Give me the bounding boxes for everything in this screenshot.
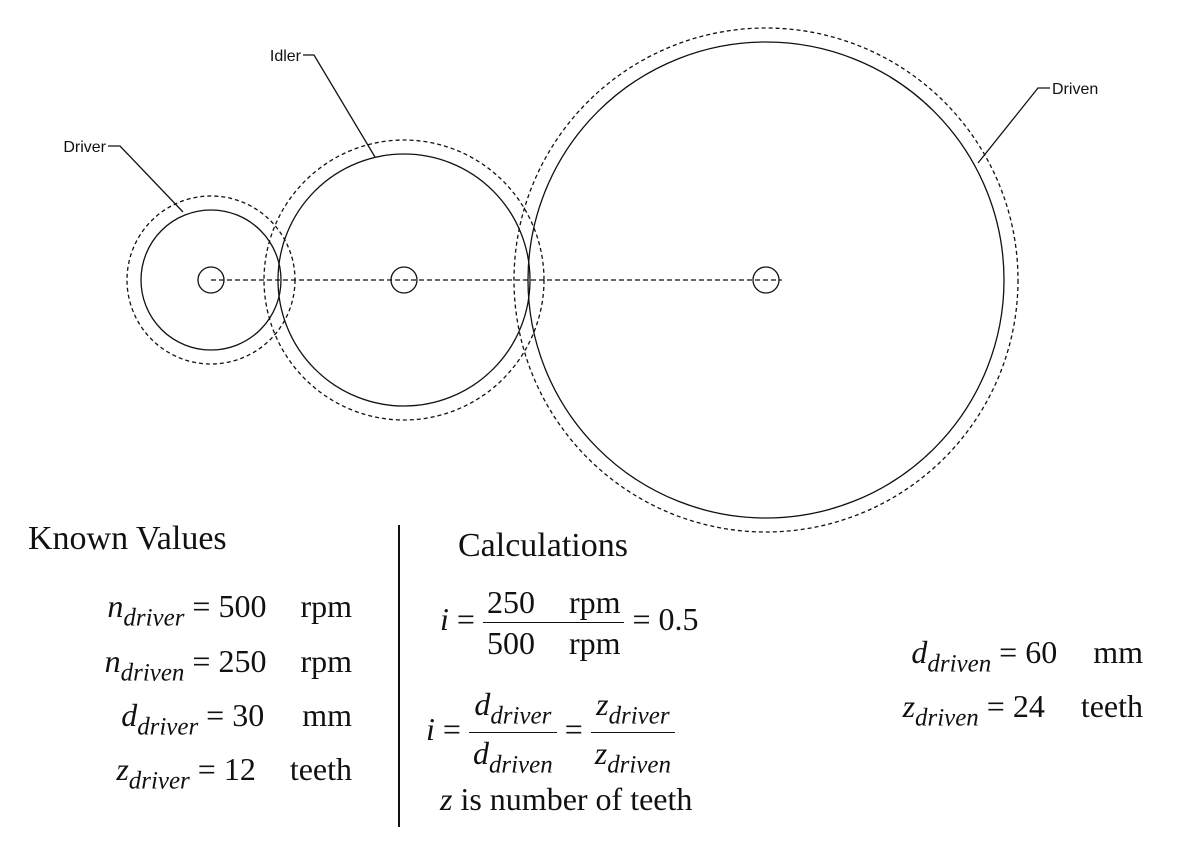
subscript: driver [608,702,670,730]
section-divider [398,525,400,827]
known-values-heading: Known Values [28,520,227,557]
value: 30 [232,697,265,733]
equals: = [564,710,591,747]
var: d [121,697,138,733]
result-z-driven: zdriven = 24 teeth [903,688,1143,733]
unit: rpm [300,643,352,679]
diameter-numerator: ddriver [468,684,557,733]
ratio-geometry-equation: i = ddriver ddriven = zdriver zdriven [426,684,675,781]
ratio-symbol: i [440,600,449,637]
driven-leader [977,87,1050,164]
unit: mm [1093,634,1143,670]
value: 12 [223,751,256,787]
note-text: is number of teeth [460,781,693,817]
driver-leader [108,145,184,213]
calculations-heading: Calculations [458,527,628,564]
equals: = [192,588,219,624]
equals: = [206,697,233,733]
value: 500 [486,625,535,661]
subscript: driver [137,713,199,741]
known-row-z-driver: zdriver = 12 teeth [116,751,352,796]
subscript: driven [120,659,185,687]
driver-label: Driver [63,139,106,156]
value: 250 [218,643,267,679]
subscript: driver [128,767,190,795]
var: n [104,643,121,679]
equals: = [442,710,469,747]
speed-fraction: 250 rpm 500 rpm [482,582,625,663]
equals: = [192,643,219,679]
subscript: driver [123,604,185,632]
subscript: driven [607,751,671,779]
equals: = [986,688,1013,724]
speed-numerator: 250 rpm [482,582,625,623]
ratio-result: 0.5 [658,600,699,637]
idler-label: Idler [270,48,302,65]
driven-addendum-circle [513,27,1019,533]
unit: teeth [289,751,352,787]
var: z [116,751,129,787]
var: d [911,634,928,670]
value: 60 [1025,634,1058,670]
diameter-fraction: ddriver ddriven [468,684,557,781]
var: z [902,688,916,724]
known-row-n-driven: ndriven = 250 rpm [105,643,352,688]
unit: mm [302,697,352,733]
subscript: driver [490,702,552,730]
unit: rpm [568,584,621,620]
driver-pitch-circle [140,209,282,351]
driven-label: Driven [1052,81,1098,98]
teeth-denominator: zdriven [591,733,675,781]
teeth-note: z is number of teeth [440,781,692,818]
unit: rpm [300,588,352,624]
speed-denominator: 500 rpm [483,623,625,663]
unit: teeth [1080,688,1143,724]
diameter-denominator: ddriven [469,733,557,781]
value: 500 [218,588,267,624]
subscript: driven [927,650,992,678]
value: 24 [1012,688,1045,724]
result-d-driven: ddriven = 60 mm [911,634,1143,679]
ratio-speed-equation: i = 250 rpm 500 rpm = 0.5 [440,582,699,663]
var: z [440,781,453,817]
idler-leader [303,54,376,158]
teeth-numerator: zdriver [590,684,675,733]
subscript: driven [915,704,979,732]
var: d [474,686,491,722]
equals: = [197,751,224,787]
equals: = [999,634,1026,670]
value: 250 [486,584,535,620]
subscript: driven [488,751,553,779]
unit: rpm [568,625,621,661]
var: n [107,588,124,624]
equals: = [632,600,659,637]
var: d [472,734,489,771]
equals: = [456,600,483,637]
ratio-symbol: i [426,710,435,747]
known-row-n-driver: ndriver = 500 rpm [107,588,352,633]
known-row-d-driver: ddriver = 30 mm [121,697,352,742]
teeth-fraction: zdriver zdriven [590,684,675,781]
var: z [594,734,608,771]
var: z [596,686,609,722]
